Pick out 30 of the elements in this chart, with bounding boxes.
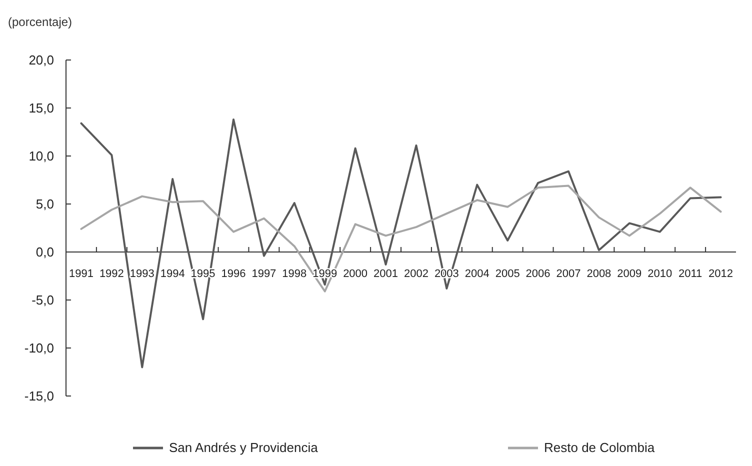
x-tick-label: 1996 [221, 268, 246, 280]
x-tick-label: 1992 [99, 268, 124, 280]
x-tick-label: 1991 [68, 268, 94, 280]
y-tick-label: 20,0 [28, 52, 54, 68]
x-tick-label: 1998 [282, 268, 307, 280]
x-tick-label: 1997 [252, 268, 276, 280]
y-axis-title: (porcentaje) [8, 15, 72, 29]
y-tick-label: -5,0 [32, 292, 54, 308]
x-tick-label: 2011 [678, 268, 702, 280]
y-tick-label: 0,0 [36, 244, 54, 260]
x-tick-label: 2000 [343, 268, 368, 280]
x-tick-label: 1993 [130, 268, 154, 280]
y-tick-label: -10,0 [24, 340, 54, 356]
x-tick-label: 2010 [648, 268, 672, 280]
x-tick-label: 2009 [617, 268, 642, 280]
x-tick-label: 2007 [556, 268, 581, 280]
x-tick-label: 2006 [526, 268, 550, 280]
x-tick-label: 2001 [374, 268, 398, 280]
y-tick-label: 10,0 [28, 148, 54, 164]
x-tick-label: 2012 [708, 268, 734, 280]
legend-label: San Andrés y Providencia [169, 440, 319, 455]
y-tick-label: 5,0 [36, 196, 54, 212]
x-tick-label: 2002 [404, 268, 428, 280]
y-tick-label: 15,0 [28, 100, 54, 116]
x-tick-label: 2005 [495, 268, 520, 280]
x-tick-label: 1994 [160, 268, 185, 280]
x-tick-label: 2008 [586, 268, 612, 280]
legend-label: Resto de Colombia [544, 440, 656, 455]
y-tick-label: -15,0 [24, 388, 54, 404]
x-tick-label: 2004 [464, 268, 490, 280]
